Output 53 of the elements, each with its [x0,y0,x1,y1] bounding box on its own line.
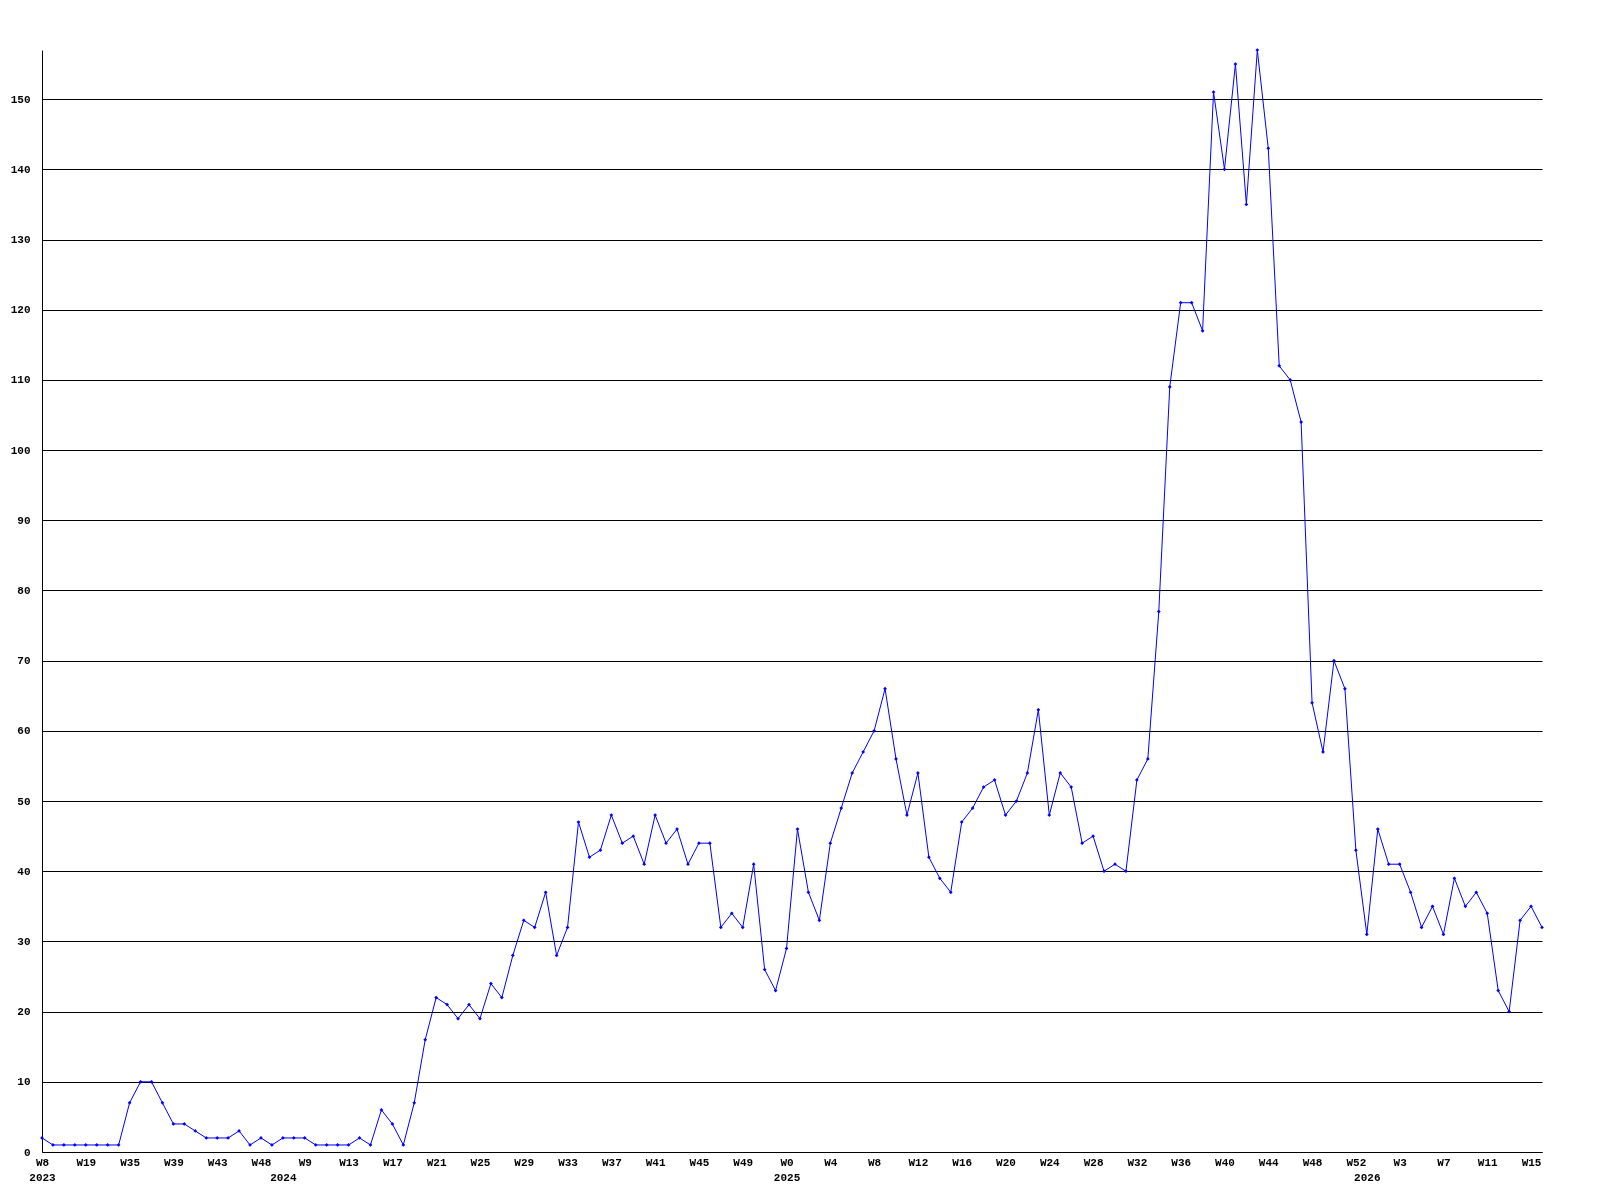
x-tick-label: W44 [1258,1156,1280,1169]
y-tick-label: 110 [10,374,31,387]
y-tick-label: 60 [17,725,31,738]
x-tick-label: W7 [1437,1156,1451,1169]
x-tick-label: W37 [601,1156,622,1169]
y-tick-label: 90 [17,514,31,527]
x-tick-label: W3 [1393,1156,1408,1169]
x-tick-label: W45 [689,1156,710,1169]
y-tick-label: 0 [23,1146,31,1159]
x-tick-label: W4 [824,1156,838,1169]
x-tick-label: W20 [996,1156,1016,1169]
x-tick-label: W48 [1302,1156,1323,1169]
x-tick-label: W40 [1215,1156,1235,1169]
x-tick-label: W8 2023 [29,1156,57,1184]
x-tick-label: W32 [1127,1156,1148,1169]
y-tick-label: 20 [17,1006,31,1019]
x-tick-label: W43 [207,1156,228,1169]
x-tick-label: W9 [298,1156,312,1169]
x-tick-label: W33 [558,1156,579,1169]
x-tick-label: W21 [426,1156,447,1169]
y-tick-label: 30 [17,935,31,948]
y-tick-label: 150 [10,93,31,106]
x-tick-label: 2024 [270,1171,297,1184]
x-tick-label: W12 [908,1156,929,1169]
x-tick-label: W52 [1346,1156,1367,1169]
y-tick-label: 140 [10,163,31,176]
x-tick-label: W35 [120,1156,141,1169]
x-tick-label: W16 [952,1156,973,1169]
x-tick-label: W19 [76,1156,97,1169]
x-tick-label: W17 [382,1156,403,1169]
x-tick-label: W8 [868,1156,882,1169]
x-tick-label: W41 [645,1156,666,1169]
x-tick-label: W15 [1521,1156,1542,1169]
x-tick-label: W39 [163,1156,184,1169]
x-tick-label: W48 [251,1156,272,1169]
y-tick-label: 130 [10,234,31,247]
y-tick-label: 50 [17,795,31,808]
x-tick-label: 2026 [1354,1171,1381,1184]
x-tick-label: W13 [339,1156,360,1169]
y-tick-label: 100 [10,444,31,457]
y-tick-label: 40 [17,865,31,878]
x-tick-label: W49 [733,1156,754,1169]
x-tick-label: W0 2025 [773,1156,801,1184]
x-tick-label: W28 [1083,1156,1104,1169]
y-tick-label: 70 [17,655,31,668]
y-tick-label: 10 [17,1076,31,1089]
y-tick-label: 120 [10,304,31,317]
x-tick-label: W24 [1039,1156,1061,1169]
x-tick-label: W36 [1171,1156,1192,1169]
x-tick-label: W29 [514,1156,535,1169]
x-tick-label: W11 [1477,1156,1499,1169]
x-tick-label: W25 [470,1156,491,1169]
y-tick-label: 80 [17,584,31,597]
